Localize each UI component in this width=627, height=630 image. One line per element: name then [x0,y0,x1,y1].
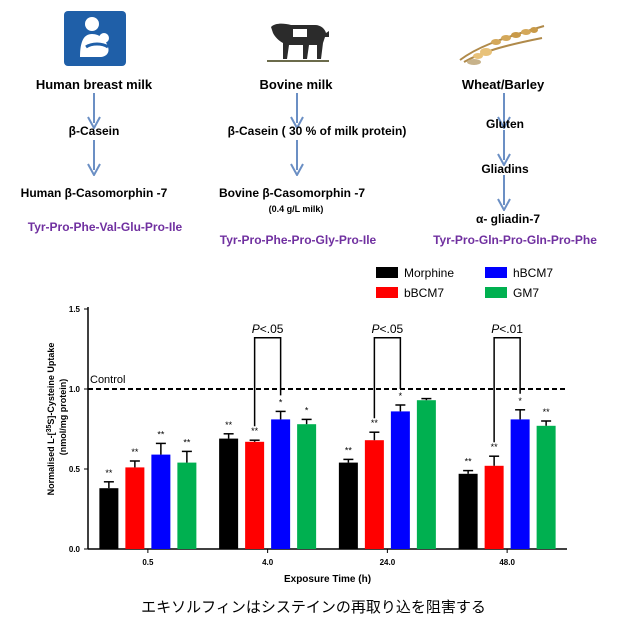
bar-hBCM7-24.0 [390,411,410,549]
wheat-grain-icon [456,18,548,68]
legend-swatch-bBCM7 [376,287,398,298]
cysteine-uptake-bar-chart: 0.0 0.5 1.0 1.5 Normalised L-[35S]-Cysteine … [46,266,567,585]
figure-caption: エキソルフィンはシステインの再取り込を阻害する [141,598,486,616]
significance-mark: * [305,405,309,415]
legend-swatch-GM7 [485,287,507,298]
x-tick-label: 0.5 [142,558,154,567]
human-peptide-label: Human β-Casomorphin -7 [20,186,168,200]
y-tick-label: 1.0 [69,385,81,394]
p-value-label: P<.05 [252,322,284,336]
bar-bBCM7-4.0 [245,441,265,549]
x-tick-label: 48.0 [499,558,515,567]
bar-bBCM7-24.0 [364,440,384,549]
arrow-down-icon [497,93,511,129]
wheat-protein-label: Gluten [486,117,524,131]
y-tick-label: 0.5 [69,465,81,474]
control-label: Control [90,374,125,386]
wheat-title: Wheat/Barley [461,77,545,92]
legend-label-bBCM7: bBCM7 [404,286,444,300]
bar-GM7-0.5 [177,462,197,549]
x-axis-label: Exposure Time (h) [284,574,371,585]
significance-mark: ** [543,407,551,417]
bovine-milk-title: Bovine milk [259,77,333,92]
legend-swatch-Morphine [376,267,398,278]
significance-mark: * [518,396,522,406]
significance-mark: ** [491,442,499,452]
bar-hBCM7-48.0 [510,419,530,549]
arrow-down-icon [497,175,511,211]
y-axis-label: Normalised L-[35S]-Cysteine Uptake [46,343,57,496]
legend-label-hBCM7: hBCM7 [513,266,553,280]
legend-label-GM7: GM7 [513,286,539,300]
legend-label-Morphine: Morphine [404,266,454,280]
significance-mark: ** [105,468,113,478]
cow-icon [263,13,331,65]
wheat-peptide-label: α- gliadin-7 [475,212,541,226]
bar-bBCM7-48.0 [484,465,504,549]
significance-mark: * [399,391,403,401]
bovine-amount-label: (0.4 g/L milk) [268,204,324,214]
y-tick-label: 0.0 [69,545,81,554]
significance-mark: ** [371,418,379,428]
significance-mark: * [279,397,283,407]
arrow-down-icon [87,140,101,176]
legend-swatch-hBCM7 [485,267,507,278]
significance-mark: ** [345,445,353,455]
bar-Morphine-24.0 [338,462,358,549]
bar-Morphine-48.0 [458,473,478,549]
comparison-bracket [253,337,282,427]
human-protein-label: β-Casein [68,124,120,138]
significance-mark: ** [465,457,473,467]
human-sequence: Tyr-Pro-Phe-Val-Glu-Pro-Ile [27,220,183,234]
human-milk-title: Human breast milk [35,77,153,92]
x-tick-label: 4.0 [262,558,274,567]
significance-mark: ** [225,420,233,430]
bovine-peptide-label: Bovine β-Casomorphin -7 [218,186,366,200]
bovine-sequence: Tyr-Pro-Phe-Pro-Gly-Pro-Ile [219,233,377,247]
significance-mark: ** [131,447,139,457]
bar-Morphine-4.0 [219,438,239,549]
bar-bBCM7-0.5 [125,467,145,549]
bar-hBCM7-0.5 [151,454,171,549]
p-value-label: P<.05 [372,322,404,336]
breastfeeding-mother-icon [64,11,126,66]
y-axis-label-units: (nmol/mg protein) [58,379,68,456]
wheat-fraction-label: Gliadins [481,162,529,176]
y-tick-label: 1.5 [69,305,81,314]
significance-mark: ** [157,429,165,439]
bar-GM7-24.0 [416,400,436,549]
arrow-down-icon [290,140,304,176]
arrow-down-icon [87,93,101,129]
bar-GM7-48.0 [536,425,556,549]
arrow-down-icon [497,130,511,166]
p-value-label: P<.01 [491,322,523,336]
comparison-bracket [493,337,521,443]
x-tick-label: 24.0 [380,558,396,567]
bar-GM7-4.0 [297,424,317,549]
significance-mark: ** [183,437,191,447]
comparison-bracket [373,337,402,419]
significance-mark: ** [251,426,259,436]
bar-hBCM7-4.0 [271,419,291,549]
wheat-sequence: Tyr-Pro-Gln-Pro-Gln-Pro-Phe [433,233,597,247]
bovine-protein-label: β-Casein ( 30 % of milk protein) [227,124,407,138]
bar-Morphine-0.5 [99,488,119,549]
arrow-down-icon [290,93,304,129]
